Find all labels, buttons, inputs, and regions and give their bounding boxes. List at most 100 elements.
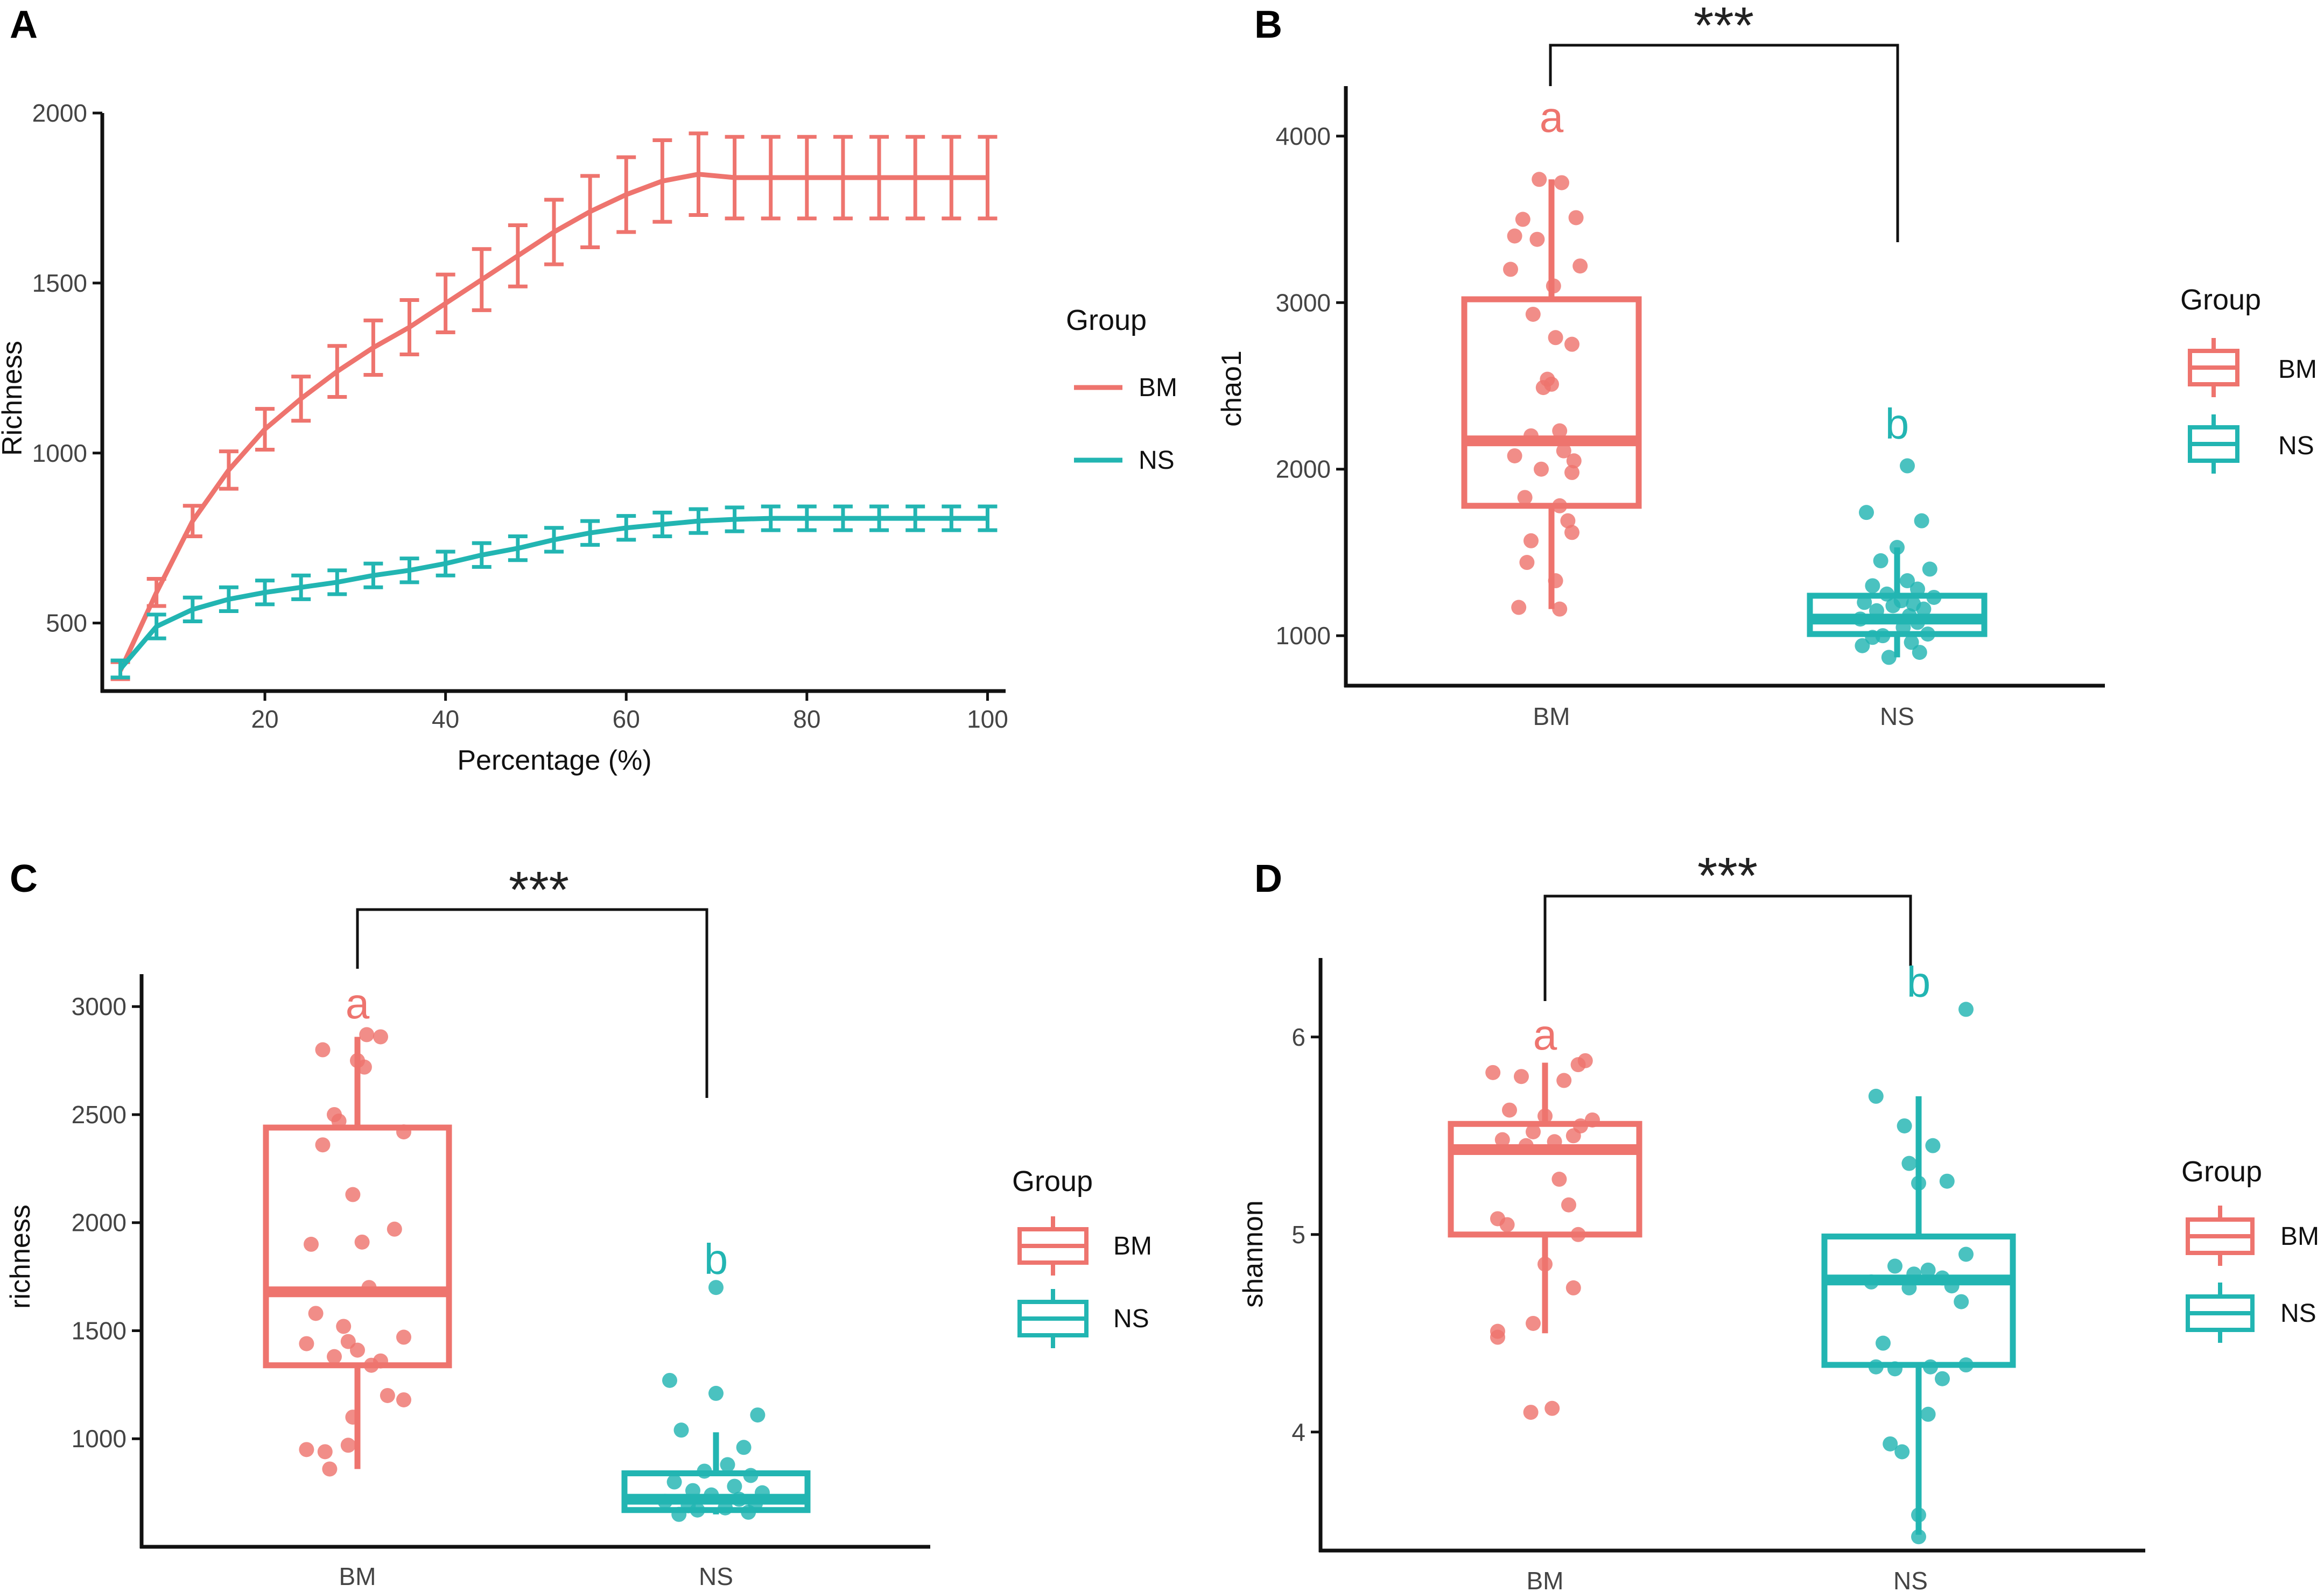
panel-d-x-label-bm: BM — [1527, 1567, 1564, 1592]
panel-a-errorbar-bm — [833, 135, 853, 221]
panel-c-point-bm — [356, 1059, 372, 1075]
panel-d-point-bm — [1570, 1227, 1586, 1242]
panel-c-point-bm — [373, 1029, 388, 1045]
panel-d-box-ns — [1821, 1096, 2016, 1535]
panel-a-errorbar-bm — [869, 135, 889, 221]
panel-c-letter-bm: a — [346, 980, 370, 1027]
panel-a-errorbar-ns — [616, 514, 636, 542]
panel-d-point-bm — [1547, 1134, 1562, 1150]
panel-c-legend-label-ns: NS — [1113, 1305, 1149, 1333]
panel-b-y-tick-label: 4000 — [1276, 122, 1331, 150]
panel-c-point-bm — [327, 1349, 342, 1364]
panel-d-y-tick-label: 4 — [1291, 1418, 1305, 1446]
panel-a-legend-label-ns: NS — [1139, 446, 1175, 475]
panel-d-point-bm — [1523, 1405, 1539, 1420]
panel-a-errorbar-bm — [472, 247, 492, 312]
panel-c-point-ns — [736, 1440, 752, 1455]
panel-d: D 4 5 6 *** a b BM NS shannon Group BM NS — [1238, 847, 2319, 1592]
panel-a-y-tick-label: 1000 — [32, 439, 87, 467]
panel-a-errorbar-ns — [255, 579, 275, 607]
panel-d-point-ns — [1920, 1262, 1936, 1278]
panel-d-legend-key-ns — [2186, 1283, 2255, 1343]
panel-b-point-ns — [1920, 626, 1935, 642]
panel-a-legend: Group BM NS — [1066, 304, 1177, 475]
panel-b-y-tick-label: 2000 — [1276, 455, 1331, 483]
panel-b: B 1000 2000 3000 4000 *** a b BM NS chao1 G… — [1216, 0, 2317, 730]
panel-c-y-tick-label: 2500 — [72, 1101, 127, 1129]
panel-c-legend: Group BM NS — [1012, 1165, 1152, 1348]
panel-b-legend-label-bm: BM — [2278, 355, 2317, 384]
panel-c-box-bm — [263, 1037, 452, 1469]
panel-a-errorbar-bm — [580, 174, 600, 250]
panel-a-errorbar-bm — [544, 198, 564, 266]
panel-d-point-bm — [1570, 1057, 1586, 1073]
panel-c-point-bm — [361, 1280, 377, 1295]
panel-a-y-tick-label: 1500 — [32, 269, 87, 297]
panel-c-box-iqr — [263, 1124, 452, 1369]
panel-b-legend-title: Group — [2180, 284, 2261, 316]
panel-a-errorbar-ns — [869, 504, 889, 532]
panel-b-point-ns — [1885, 598, 1901, 614]
panel-d-y-title: shannon — [1238, 1200, 1269, 1308]
panel-a-errorbar-ns — [978, 504, 998, 532]
panel-a-errorbar-bm — [905, 135, 925, 221]
panel-a-errorbar-ns — [797, 504, 817, 532]
panel-b-point-bm — [1546, 278, 1561, 294]
panel-b-y-tick-label: 1000 — [1276, 622, 1331, 650]
panel-a-x-tick-label: 60 — [613, 705, 640, 733]
panel-b-point-ns — [1926, 589, 1942, 605]
panel-c-y-tick-label: 1000 — [72, 1425, 127, 1453]
panel-a-ticks: 500 1000 1500 2000 20 40 60 80 100 — [32, 99, 1008, 733]
panel-c-point-bm — [308, 1306, 324, 1321]
panel-b-point-ns — [1865, 630, 1880, 645]
panel-c-point-bm — [345, 1187, 361, 1202]
panel-c-point-ns — [666, 1474, 682, 1490]
panel-b-point-ns — [1914, 513, 1929, 529]
panel-c-point-ns — [657, 1494, 673, 1509]
panel-b-point-bm — [1556, 443, 1571, 459]
panel-b-box-bm — [1461, 179, 1642, 609]
panel-c-point-ns — [750, 1407, 766, 1423]
panel-d-point-ns — [1887, 1258, 1902, 1274]
panel-b-point-bm — [1552, 601, 1568, 617]
panel-b-point-ns — [1900, 458, 1915, 474]
panel-c-point-ns — [755, 1485, 770, 1501]
panel-a-errorbar-bm — [182, 504, 202, 539]
panel-b-point-bm — [1552, 498, 1568, 513]
panel-d-point-ns — [1868, 1088, 1884, 1104]
panel-d-box-bm — [1448, 1062, 1642, 1334]
panel-b-point-ns — [1873, 553, 1888, 568]
panel-b-point-bm — [1572, 258, 1588, 274]
panel-b-point-ns — [1881, 650, 1897, 665]
panel-b-legend-key-ns — [2188, 414, 2239, 474]
panel-b-point-bm — [1564, 464, 1579, 480]
panel-b-significance-bracket — [1549, 44, 1899, 242]
panel-d-point-ns — [1883, 1436, 1898, 1452]
panel-b-legend: Group BM NS — [2180, 284, 2317, 474]
panel-d-point-bm — [1526, 1124, 1541, 1139]
panel-c-point-ns — [662, 1372, 677, 1388]
panel-label-b: B — [1254, 3, 1282, 46]
panel-c-legend-key-ns — [1017, 1289, 1089, 1348]
panel-c-point-bm — [350, 1342, 365, 1358]
panel-b-point-bm — [1525, 306, 1541, 322]
panel-a-x-tick-label: 100 — [967, 705, 1008, 733]
panel-b-significance: *** — [1694, 0, 1754, 54]
panel-c-point-bm — [315, 1042, 331, 1058]
panel-a-errorbar-ns — [652, 510, 672, 539]
panel-b-point-ns — [1922, 561, 1937, 577]
panel-b-point-ns — [1900, 573, 1915, 589]
panel-d-point-bm — [1490, 1329, 1505, 1345]
panel-c-box-ns — [621, 1432, 811, 1514]
panel-c-point-bm — [299, 1442, 314, 1457]
panel-d-point-ns — [1894, 1444, 1910, 1460]
panel-d-legend-label-bm: BM — [2280, 1222, 2319, 1251]
panel-d-point-bm — [1565, 1280, 1581, 1295]
panel-a-x-title: Percentage (%) — [457, 745, 651, 776]
panel-b-point-bm — [1529, 231, 1545, 247]
panel-a-errorbar-bm — [689, 131, 708, 217]
panel-c-point-ns — [718, 1500, 733, 1516]
panel-c-legend-title: Group — [1012, 1165, 1093, 1197]
panel-b-letter-bm: a — [1540, 93, 1564, 141]
panel-a-y-tick-label: 500 — [46, 609, 87, 637]
